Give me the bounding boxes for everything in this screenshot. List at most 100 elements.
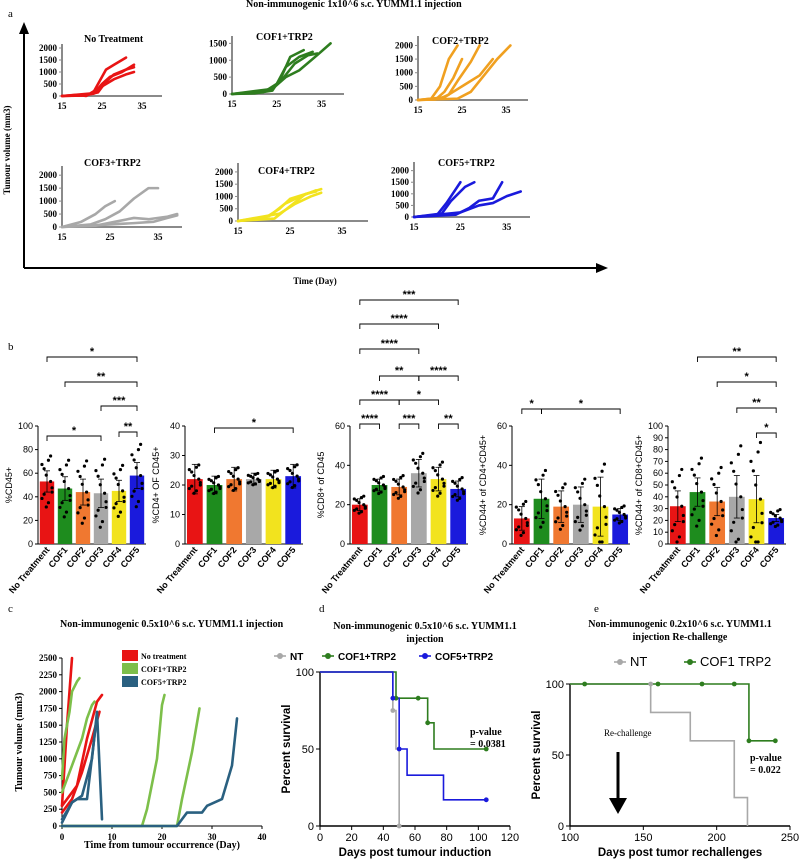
- d-x-tick-label: 0: [317, 832, 323, 844]
- chart-d: 0 50 100 0 20 40 60 80 100 120 Days post tumour in…: [274, 652, 519, 859]
- data-dot: [422, 479, 426, 484]
- e-legend-label: COF1 TRP2: [700, 654, 771, 669]
- growth-line-2: [236, 187, 323, 223]
- data-dot: [545, 504, 549, 508]
- growth-line-2: [412, 180, 504, 219]
- bar-category-label: COF2: [381, 545, 404, 570]
- c-y-tick-label: 0: [53, 821, 58, 831]
- bar-y-tick-label: 80: [23, 445, 33, 455]
- data-dot: [236, 477, 240, 481]
- data-dot: [392, 492, 396, 497]
- data-dot: [680, 504, 684, 508]
- bar-5: [612, 514, 629, 544]
- data-dot: [122, 495, 126, 499]
- data-dot: [98, 525, 102, 529]
- e-rechallenge-label: Re-challenge: [604, 728, 651, 738]
- data-dot: [525, 521, 529, 525]
- data-dot: [297, 479, 301, 483]
- significance-bracket: [100, 405, 138, 411]
- data-dot: [256, 477, 260, 481]
- data-dot: [756, 450, 760, 454]
- bar-1: [689, 492, 706, 544]
- e-legend-marker: [617, 659, 623, 665]
- bar-1: [533, 498, 550, 544]
- data-dot: [519, 533, 523, 538]
- data-dot: [359, 510, 364, 514]
- data-dot: [68, 498, 72, 502]
- c-legend-swatch: [122, 663, 138, 674]
- data-dot: [680, 467, 684, 472]
- mini-chart-a-nt: 0 500 1000 1500 2000 15 25 35 No Treatment: [39, 34, 162, 111]
- data-dot: [695, 481, 699, 486]
- panel-d-title: Non-immunogenic 0.5x10^6 s.c. YUMM1.1: [333, 621, 516, 632]
- data-dot: [593, 476, 597, 480]
- data-dot: [438, 463, 442, 467]
- bar-y-tick-label: 40: [497, 460, 507, 470]
- data-dot: [598, 540, 602, 544]
- data-dot: [209, 487, 213, 491]
- data-dot: [558, 499, 562, 503]
- data-dot: [112, 472, 116, 476]
- data-dot: [187, 468, 191, 472]
- data-dot: [194, 489, 199, 493]
- bar-y-tick-label: 60: [335, 421, 345, 431]
- data-dot: [58, 505, 62, 510]
- bar-category-label: No Treatment: [7, 545, 52, 595]
- c-x-axis-label: Time from tumour occurrence (Day): [84, 840, 240, 851]
- data-dot: [194, 465, 199, 469]
- data-dot: [573, 520, 577, 524]
- data-dot: [130, 453, 134, 457]
- data-dot: [690, 467, 694, 472]
- data-dot: [561, 523, 565, 528]
- data-dot: [139, 473, 143, 478]
- data-dot: [769, 522, 773, 526]
- c-y-tick-label: 500: [44, 787, 58, 797]
- data-dot: [771, 520, 775, 524]
- mini-x-tick-label: 25: [458, 105, 468, 115]
- bar-y-tick-label: 50: [653, 480, 663, 490]
- data-dot: [121, 463, 125, 468]
- data-dot: [293, 465, 297, 469]
- bar-y-tick-label: 60: [23, 468, 33, 478]
- mini-chart-a-cof3: 0 500 1000 1500 2000 15 25 35 COF3+TRP2: [39, 158, 182, 242]
- significance-label: *: [579, 398, 584, 410]
- data-dot: [675, 495, 679, 499]
- data-dot: [749, 535, 753, 539]
- mini-y-tick-label: 1000: [39, 196, 58, 206]
- bar-chart-b3: 0 20 40 60 %CD8+ of CD45 No TreatmentCOF1COF2…: [316, 289, 468, 595]
- mini-x-tick-label: 15: [234, 226, 244, 236]
- data-dot: [394, 491, 398, 495]
- bar-category-label: COF2: [216, 545, 239, 570]
- significance-bracket: [418, 375, 459, 381]
- significance-label: *: [252, 417, 257, 429]
- data-dot: [212, 491, 216, 496]
- data-dot: [771, 512, 775, 516]
- bar-0: [186, 479, 203, 544]
- data-dot: [519, 512, 523, 516]
- significance-label: *: [72, 425, 77, 437]
- data-dot: [80, 482, 84, 486]
- data-dot: [227, 485, 231, 489]
- c-growth-line-9: [60, 717, 239, 828]
- mini-y-tick-label: 0: [405, 212, 410, 222]
- bar-y-axis-label: %CD4+ OF CD45+: [151, 446, 161, 523]
- data-dot: [231, 488, 235, 493]
- data-dot: [399, 494, 403, 499]
- e-y-axis-label: Percent survival: [531, 711, 543, 800]
- significance-bracket: [359, 323, 439, 329]
- data-dot: [670, 480, 674, 484]
- significance-label: **: [444, 413, 453, 425]
- mini-x-tick-label: 35: [502, 222, 512, 232]
- c-y-tick-label: 2250: [39, 670, 58, 680]
- data-dot: [96, 474, 100, 478]
- d-x-tick-label: 120: [501, 832, 519, 844]
- mini-y-tick-label: 1500: [39, 55, 58, 65]
- data-dot: [539, 525, 543, 529]
- data-dot: [80, 521, 84, 525]
- data-dot: [207, 477, 211, 481]
- significance-label: *: [745, 371, 750, 383]
- bar-3: [572, 504, 589, 544]
- data-dot: [760, 511, 764, 515]
- mini-x-tick-label: 15: [410, 222, 420, 232]
